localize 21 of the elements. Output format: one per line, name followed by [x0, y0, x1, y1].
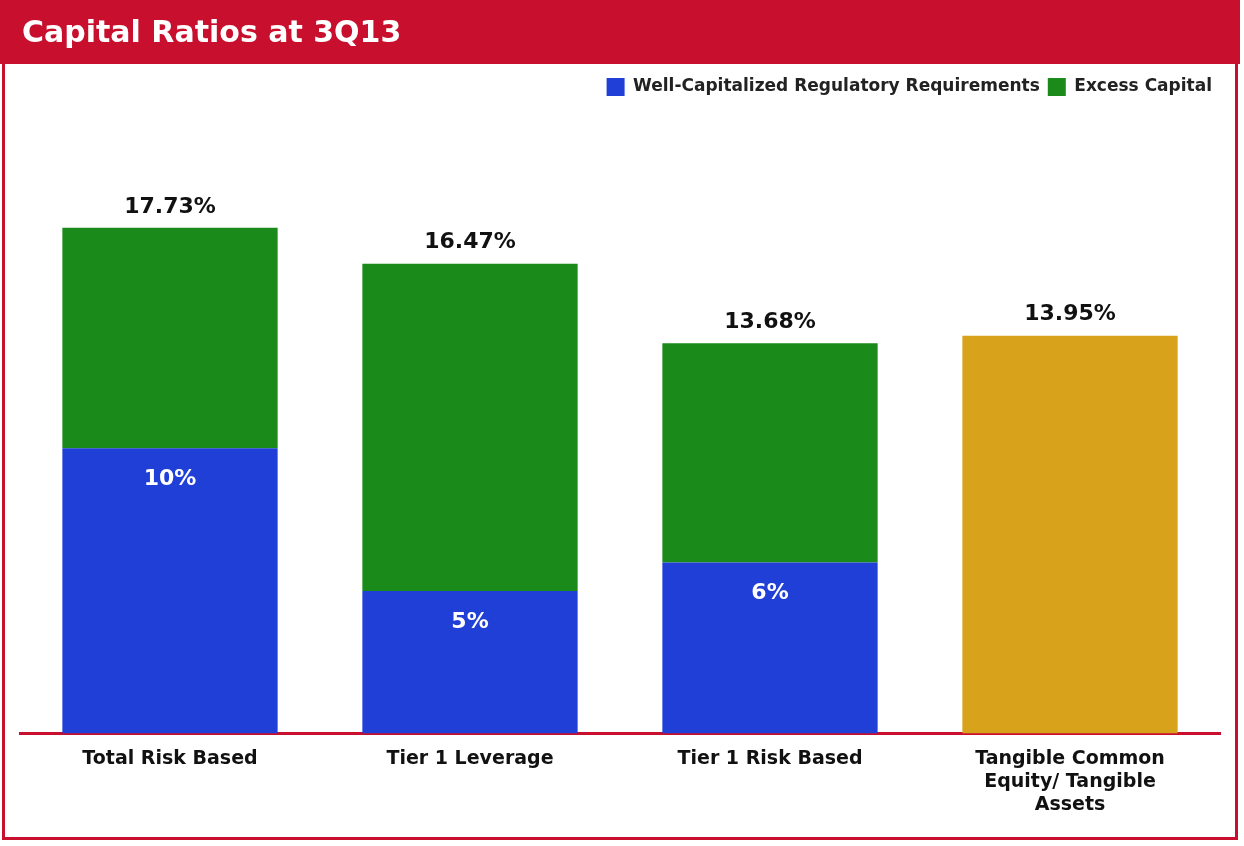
bar	[362, 590, 578, 734]
bar	[362, 263, 578, 591]
chart-title: Capital Ratios at 3Q13	[0, 0, 1240, 64]
data-label: 5%	[451, 607, 489, 633]
legend-label: Well-Capitalized Regulatory Requirements	[633, 75, 1040, 96]
bar	[62, 227, 278, 449]
data-label: 6%	[751, 579, 789, 605]
bar	[62, 448, 278, 734]
x-tick-label: Tier 1 Leverage	[386, 745, 554, 768]
total-label: 17.73%	[124, 192, 216, 218]
x-tick-label: Total Risk Based	[82, 745, 258, 768]
bar	[662, 343, 878, 563]
total-label: 13.68%	[724, 308, 816, 334]
bar	[962, 335, 1178, 734]
x-tick-label: Tier 1 Risk Based	[677, 745, 863, 768]
total-label: 16.47%	[424, 228, 516, 254]
bar	[662, 562, 878, 734]
x-tick-label: Tangible Common Equity/ Tangible Assets	[975, 745, 1165, 814]
data-label: 10%	[143, 465, 197, 491]
total-label: 13.95%	[1024, 300, 1116, 326]
legend-label: Excess Capital	[1074, 75, 1213, 96]
